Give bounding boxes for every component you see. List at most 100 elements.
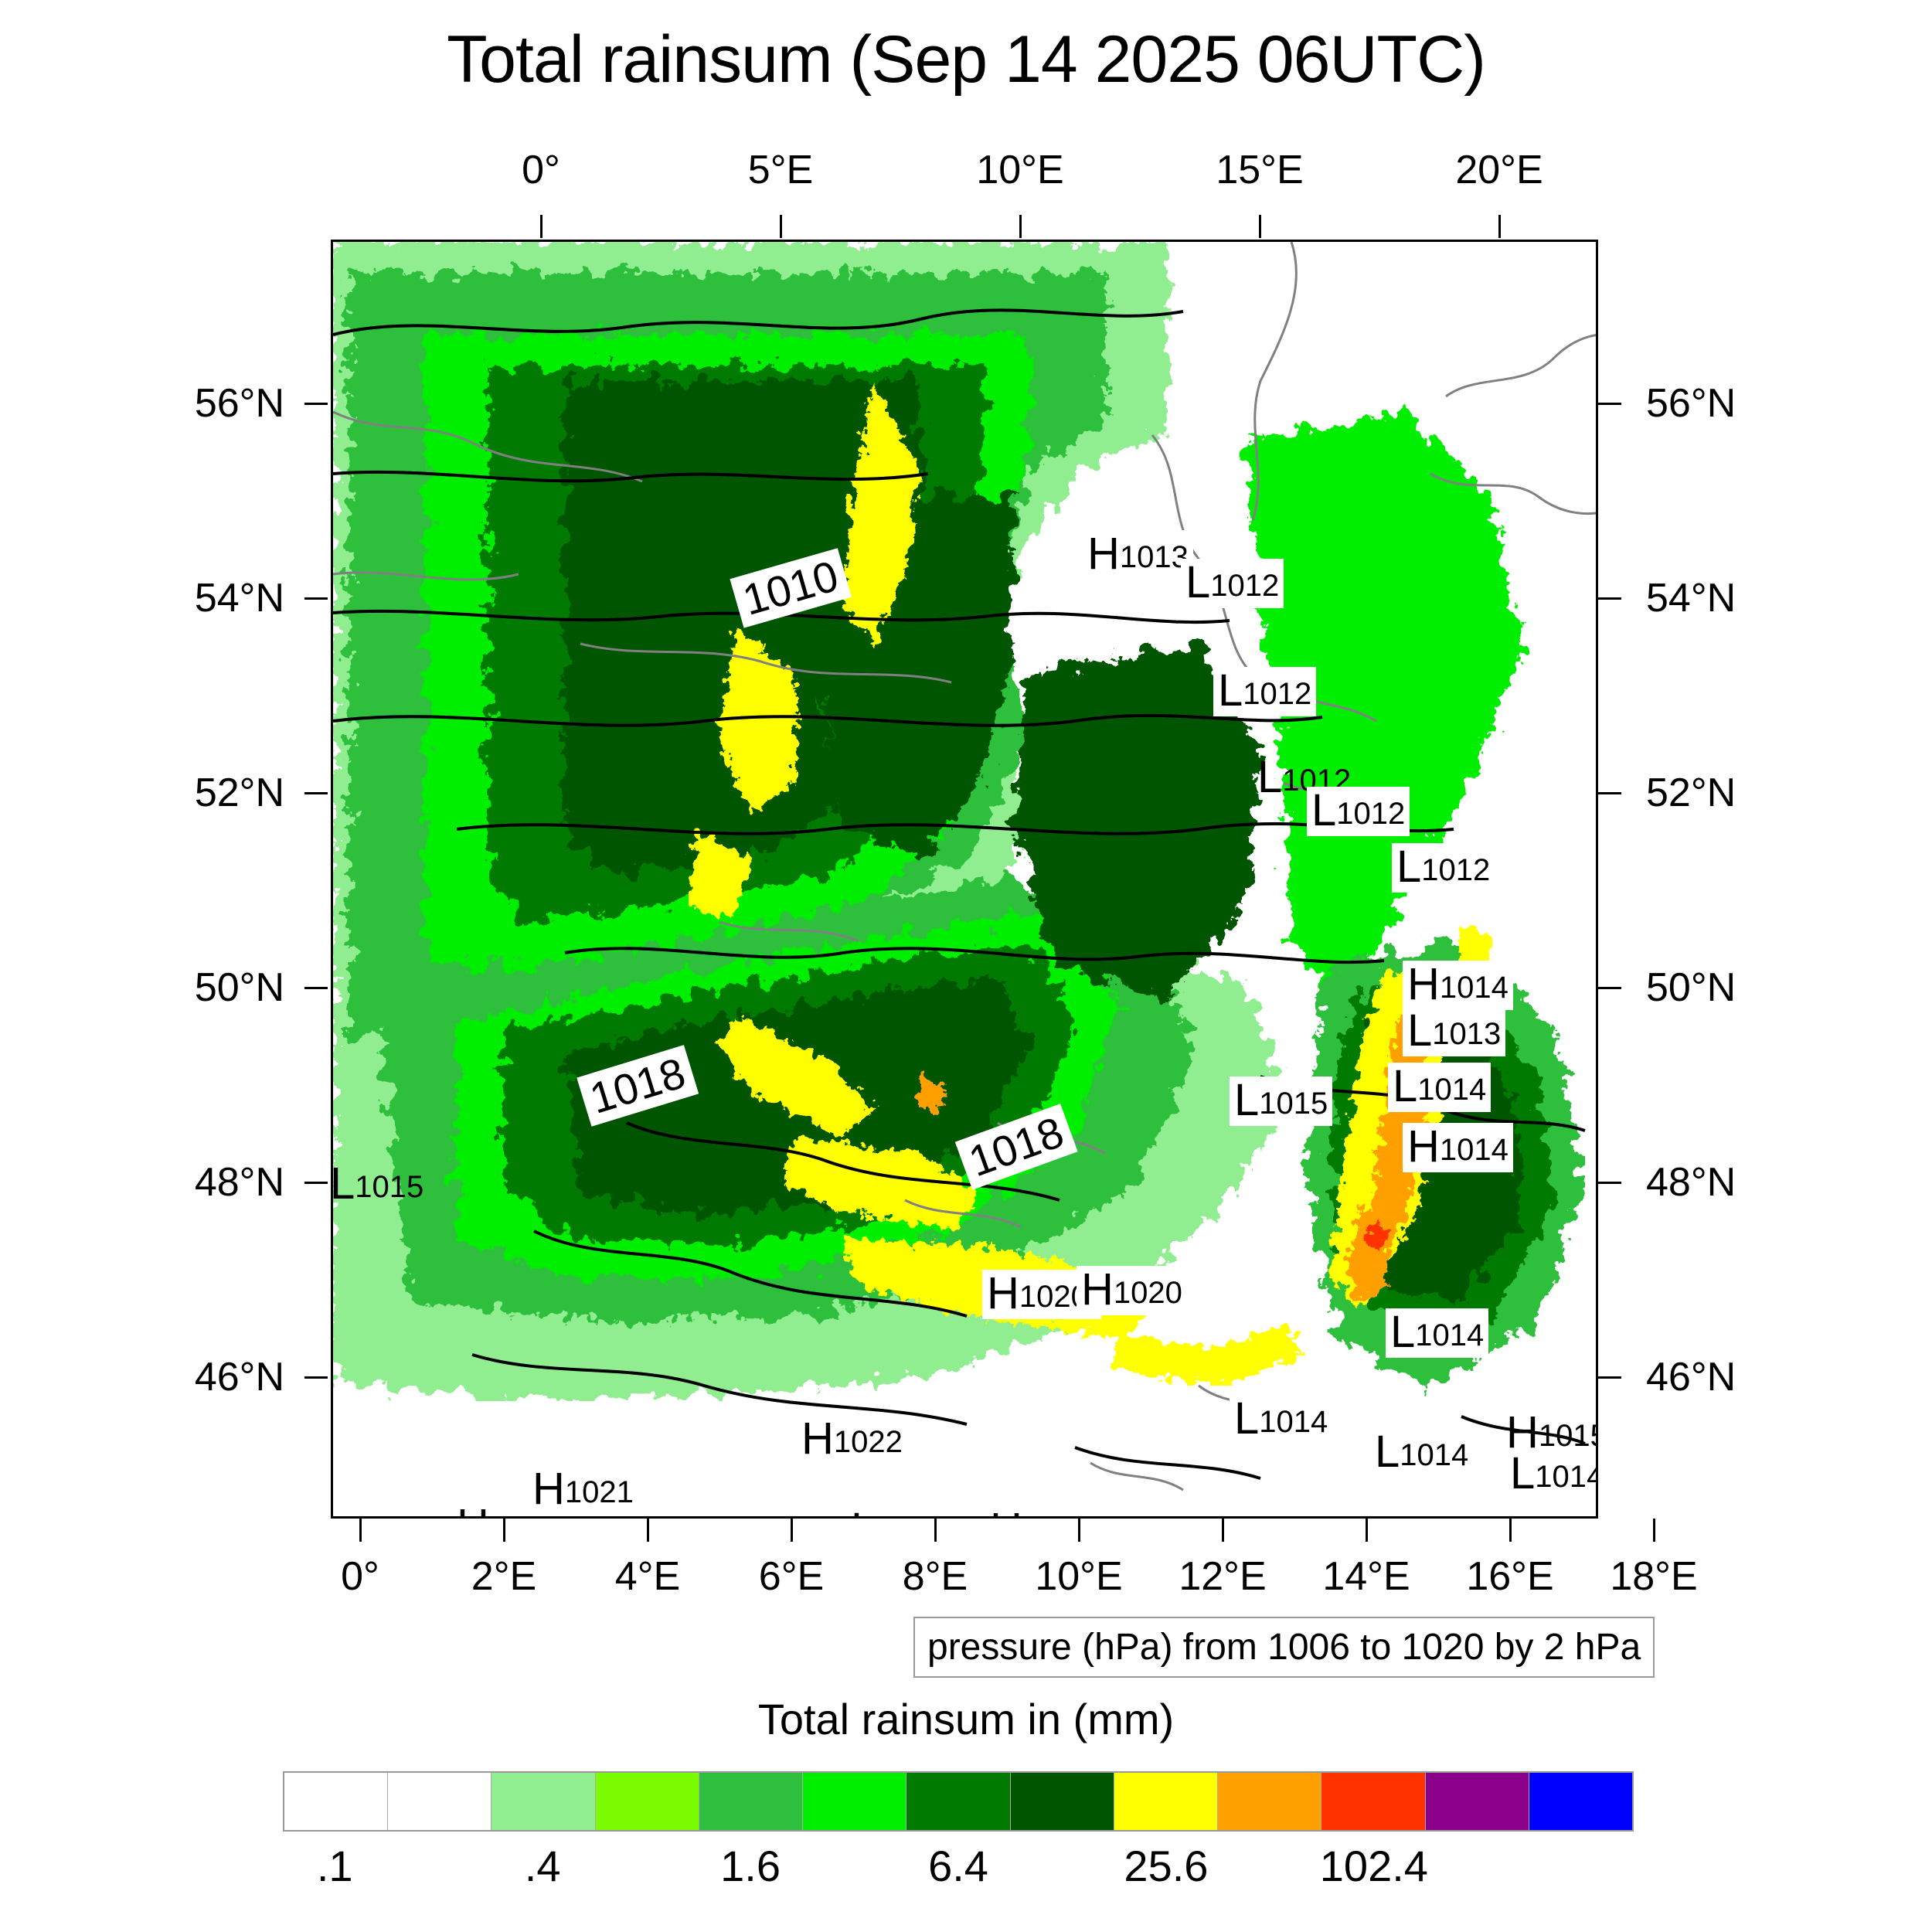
pressure-label-h1014a: H1014 — [1403, 961, 1513, 1010]
axis-tick-label-left-5: 46°N — [194, 1355, 284, 1400]
colorbar-segment-7[interactable] — [1010, 1773, 1114, 1830]
pressure-label-value: 1014 — [1417, 1073, 1487, 1107]
axis-tick-label-bottom-2: 4°E — [614, 1554, 681, 1599]
pressure-label-type: L — [1393, 1061, 1418, 1111]
pressure-label-type: L — [1234, 1393, 1260, 1444]
colorbar-segment-12[interactable] — [1529, 1773, 1633, 1830]
axis-tick-label-bottom-9: 18°E — [1610, 1554, 1698, 1599]
coastline-and-isobars — [333, 308, 1586, 1480]
colorbar-tick-4: 25.6 — [1124, 1842, 1209, 1890]
colorbar-segment-8[interactable] — [1114, 1773, 1219, 1830]
axis-tick-mark-bottom-3 — [791, 1519, 793, 1542]
colorbar-segment-9[interactable] — [1218, 1773, 1322, 1830]
pressure-label-l1012a: L1012 — [1181, 559, 1284, 608]
map-plot-area[interactable]: H1013 L1012 L1012 L1012 L1012 L1012 H1014 L1013… — [331, 240, 1598, 1519]
colorbar-segment-4[interactable] — [699, 1773, 804, 1830]
colorbar-segment-3[interactable] — [595, 1773, 699, 1830]
axis-tick-label-left-4: 48°N — [194, 1160, 284, 1205]
axis-tick-mark-right-0 — [1598, 403, 1621, 405]
pressure-label-type: H — [1081, 1264, 1114, 1315]
axis-tick-mark-left-3 — [304, 987, 328, 989]
axis-tick-mark-bottom-8 — [1509, 1519, 1512, 1542]
axis-tick-mark-top-4 — [1498, 215, 1501, 238]
axis-tick-label-top-3: 15°E — [1216, 148, 1304, 192]
colorbar-title: Total rainsum in (mm) — [757, 1695, 1175, 1743]
colorbar-tick-2: 1.6 — [720, 1842, 781, 1890]
colorbar-tick-0: .1 — [316, 1842, 353, 1890]
pressure-label-value: 1012 — [1336, 797, 1406, 831]
pressure-label-type: L — [851, 1504, 876, 1517]
colorbar-segment-6[interactable] — [906, 1773, 1011, 1830]
pressure-label-h1020b: H1020 — [1077, 1266, 1187, 1315]
axis-tick-mark-bottom-1 — [503, 1519, 505, 1542]
axis-tick-mark-right-4 — [1598, 1182, 1621, 1184]
pressure-label-value: 1014 — [1400, 1438, 1469, 1472]
pressure-label-value: 1012 — [1421, 853, 1491, 887]
colorbar-segment-5[interactable] — [803, 1773, 907, 1830]
axis-tick-label-bottom-6: 12°E — [1179, 1554, 1267, 1599]
pressure-label-value: 1014 — [1439, 971, 1509, 1005]
axis-tick-label-right-2: 52°N — [1646, 770, 1736, 815]
axis-tick-mark-top-2 — [1019, 215, 1022, 238]
pressure-label-type: L — [1311, 785, 1337, 835]
colorbar-segment-1[interactable] — [388, 1773, 492, 1830]
axis-tick-label-top-0: 0° — [522, 148, 560, 192]
pressure-label-type: L — [1218, 665, 1243, 716]
pressure-label-type: H — [532, 1464, 565, 1514]
axis-tick-label-top-4: 20°E — [1455, 148, 1543, 192]
pressure-label-type: H — [457, 1500, 489, 1517]
axis-tick-mark-top-3 — [1259, 215, 1261, 238]
axis-tick-label-top-1: 5°E — [747, 148, 814, 192]
pressure-label-hedge1: H — [452, 1500, 494, 1517]
pressure-label-value: 1014 — [1415, 1318, 1485, 1352]
pressure-label-type: L — [331, 1158, 355, 1209]
pressure-label-h1021: H1021 — [528, 1465, 638, 1515]
pressure-label-value: 1013 — [1119, 540, 1189, 574]
pressure-label-hedge2: H — [985, 1504, 1027, 1517]
colorbar-segment-10[interactable] — [1321, 1773, 1426, 1830]
colorbar-tick-1: .4 — [524, 1842, 561, 1890]
axis-tick-mark-bottom-0 — [359, 1519, 362, 1542]
axis-tick-label-bottom-1: 2°E — [471, 1554, 537, 1599]
pressure-label-type: H — [1407, 959, 1440, 1009]
axis-tick-mark-left-0 — [304, 403, 328, 405]
pressure-label-type: L — [1375, 1427, 1400, 1477]
axis-tick-mark-bottom-5 — [1078, 1519, 1080, 1542]
axis-tick-mark-right-3 — [1598, 987, 1621, 989]
axis-tick-mark-right-2 — [1598, 792, 1621, 794]
colorbar[interactable] — [283, 1771, 1634, 1832]
axis-tick-label-bottom-7: 14°E — [1322, 1554, 1410, 1599]
pressure-label-type: H — [1087, 529, 1120, 579]
pressure-label-l1015a: L1015 — [1230, 1077, 1333, 1126]
axis-tick-label-right-4: 48°N — [1646, 1160, 1736, 1205]
axis-tick-label-left-1: 54°N — [194, 576, 284, 621]
pressure-label-type: H — [801, 1413, 834, 1464]
axis-tick-mark-bottom-6 — [1222, 1519, 1224, 1542]
colorbar-segment-2[interactable] — [492, 1773, 596, 1830]
pressure-label-value: 1015 — [1538, 1419, 1596, 1453]
colorbar-segment-0[interactable] — [284, 1773, 389, 1830]
pressure-caption-box: pressure (hPa) from 1006 to 1020 by 2 hP… — [913, 1617, 1655, 1678]
axis-tick-mark-bottom-7 — [1366, 1519, 1368, 1542]
pressure-label-value: 1014 — [1535, 1460, 1598, 1494]
pressure-label-value: 1020 — [1113, 1276, 1182, 1310]
pressure-label-type: H — [1506, 1407, 1539, 1458]
axis-tick-label-right-0: 56°N — [1646, 381, 1736, 426]
pressure-label-h1013: H1013 — [1083, 530, 1193, 580]
pressure-label-type: H — [990, 1504, 1022, 1517]
pressure-label-h1014b: H1014 — [1403, 1123, 1513, 1172]
pressure-label-type: L — [1510, 1448, 1536, 1498]
pressure-label-l1012e: L1012 — [1392, 843, 1495, 893]
axis-tick-label-right-5: 46°N — [1646, 1355, 1736, 1400]
axis-tick-mark-right-5 — [1598, 1376, 1621, 1379]
pressure-label-type: L — [1257, 752, 1283, 802]
pressure-label-l1014b: L1014 — [1386, 1308, 1489, 1358]
pressure-label-l1013: L1013 — [1403, 1007, 1506, 1056]
pressure-label-l1014c: L1014 — [1230, 1393, 1333, 1444]
axis-tick-label-bottom-8: 16°E — [1466, 1554, 1554, 1599]
pressure-label-value: 1021 — [564, 1475, 634, 1509]
colorbar-segment-11[interactable] — [1425, 1773, 1529, 1830]
axis-tick-mark-top-0 — [540, 215, 543, 238]
axis-tick-label-right-1: 54°N — [1646, 576, 1736, 621]
axis-tick-mark-left-2 — [304, 792, 328, 794]
